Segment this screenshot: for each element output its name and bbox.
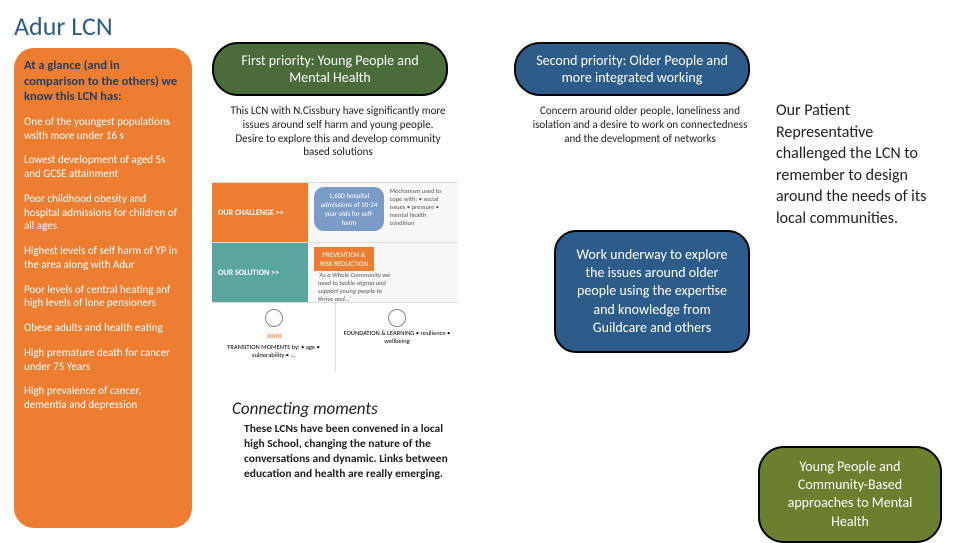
infographic-row2-label: OUR SOLUTION >> (212, 243, 308, 302)
infographic-row3-right: FOUNDATION & LEARNING • resilience • wel… (340, 329, 454, 345)
infographic-row1-content: 1,600 hospital admissions of 10-24 year … (308, 183, 458, 242)
sidebar-item: One of the youngest populations wsith mo… (24, 115, 182, 143)
infographic-row2-content: PREVENTION & RISK REDUCTION 'As a Whole … (308, 243, 458, 302)
infographic-row1-side: Mechanism used to cope with: • social is… (390, 187, 450, 227)
sidebar-item: High premature death for cancer under 75… (24, 346, 182, 374)
priority1-pill: First priority: Young People and Mental … (212, 42, 448, 96)
priority2-pill: Second priority: Older People and more i… (514, 42, 750, 96)
sidebar-item: Lowest development of aged 5s and GCSE a… (24, 153, 182, 181)
connecting-body: These LCNs have been convened in a local… (244, 422, 460, 482)
sidebar-panel: At a glance (and in comparison to the ot… (14, 48, 192, 528)
sidebar-item: High prevalence of cancer, dementia and … (24, 384, 182, 412)
infographic-badge: PREVENTION & RISK REDUCTION (314, 247, 374, 271)
priority1-body: This LCN with N.Cissbury have significan… (228, 104, 448, 159)
page-title: Adur LCN (14, 10, 946, 42)
infographic-quote: 'As a Whole Community we need to tackle … (318, 271, 394, 303)
sidebar-heading: At a glance (and in comparison to the ot… (24, 58, 182, 105)
olive-callout-pill: Young People and Community-Based approac… (758, 446, 942, 543)
infographic-row3: ››››››› TRANSITION MOMENTS by: • age • v… (212, 302, 458, 372)
person-icon (265, 309, 283, 327)
sidebar-item: Obese adults and health eating (24, 321, 182, 335)
infographic-stat-bubble: 1,600 hospital admissions of 10-24 year … (314, 187, 384, 231)
infographic-row3-left: TRANSITION MOMENTS by: • age • vulnerabi… (216, 343, 331, 359)
chevron-icon: ››››››› (266, 329, 280, 343)
patient-rep-text: Our Patient Representative challenged th… (776, 100, 940, 230)
priority2-body: Concern around older people, loneliness … (530, 104, 750, 145)
infographic-row1-label: OUR CHALLENGE >> (212, 183, 308, 242)
connecting-heading: Connecting moments (232, 398, 378, 419)
sidebar-item: Poor childhood obesity and hospital admi… (24, 192, 182, 233)
work-underway-pill: Work underway to explore the issues arou… (554, 230, 750, 353)
sidebar-item: Highest levels of self harm of YP in the… (24, 244, 182, 272)
sidebar-item: Poor levels of central heating anf high … (24, 283, 182, 311)
infographic-panel: OUR CHALLENGE >> 1,600 hospital admissio… (212, 182, 458, 372)
person-icon (388, 309, 406, 327)
